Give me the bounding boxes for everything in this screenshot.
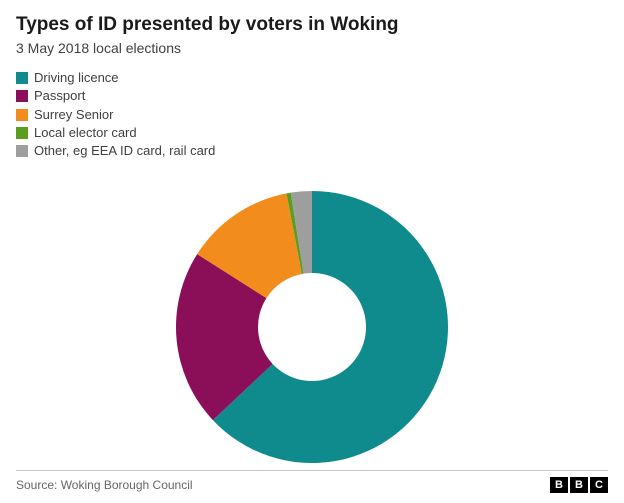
bbc-logo-letter: C (590, 477, 608, 493)
legend-swatch (16, 109, 28, 121)
legend-item: Local elector card (16, 125, 608, 141)
legend-item: Other, eg EEA ID card, rail card (16, 143, 608, 159)
legend-label: Other, eg EEA ID card, rail card (34, 143, 215, 159)
chart-title: Types of ID presented by voters in Wokin… (16, 14, 608, 36)
chart-legend: Driving licence Passport Surrey Senior L… (16, 70, 608, 159)
legend-swatch (16, 145, 28, 157)
chart-subtitle: 3 May 2018 local elections (16, 40, 608, 56)
bbc-logo-letter: B (570, 477, 588, 493)
legend-item: Passport (16, 88, 608, 104)
source-text: Source: Woking Borough Council (16, 478, 193, 492)
chart-footer: Source: Woking Borough Council B B C (16, 470, 608, 493)
legend-label: Driving licence (34, 70, 119, 86)
legend-swatch (16, 127, 28, 139)
legend-item: Surrey Senior (16, 107, 608, 123)
legend-label: Passport (34, 88, 85, 104)
legend-swatch (16, 72, 28, 84)
legend-swatch (16, 90, 28, 102)
bbc-logo-letter: B (550, 477, 568, 493)
legend-item: Driving licence (16, 70, 608, 86)
legend-label: Local elector card (34, 125, 137, 141)
donut-chart (152, 167, 472, 487)
legend-label: Surrey Senior (34, 107, 113, 123)
bbc-logo: B B C (550, 477, 608, 493)
donut-chart-wrap (16, 167, 608, 487)
chart-container: Types of ID presented by voters in Wokin… (0, 0, 624, 503)
